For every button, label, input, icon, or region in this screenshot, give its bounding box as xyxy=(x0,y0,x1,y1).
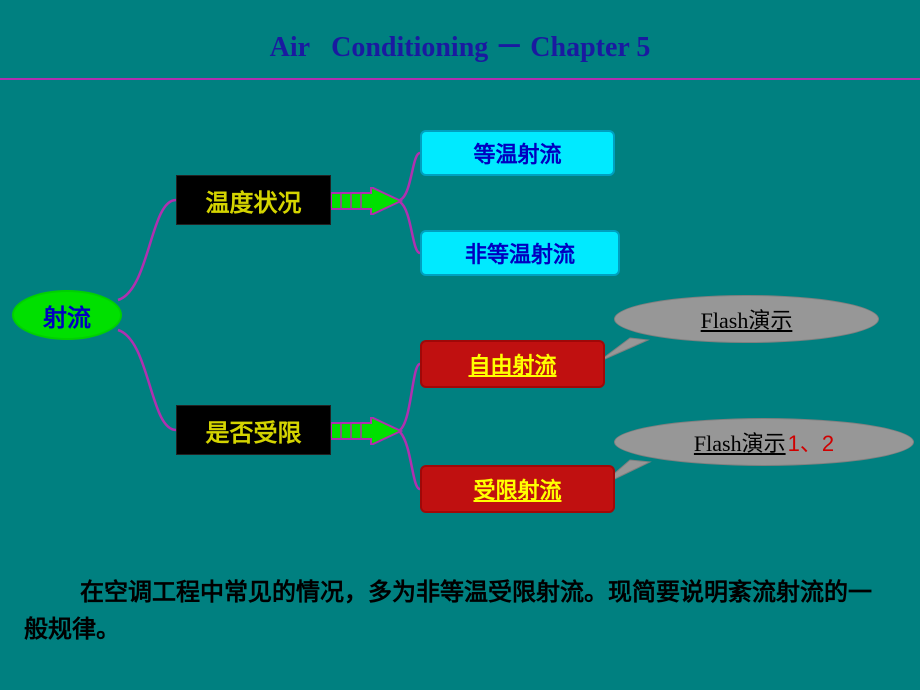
node-confined-jet-label: 受限射流 xyxy=(473,473,561,505)
page-title: Air Conditioning － Chapter 5 xyxy=(270,25,651,65)
callout-flash-2-nums: 1、2 xyxy=(788,426,834,458)
title-dash: － xyxy=(495,31,523,62)
node-isothermal-label: 等温射流 xyxy=(473,137,561,169)
title-bar: Air Conditioning － Chapter 5 xyxy=(0,0,920,80)
arrow-limit xyxy=(331,417,403,445)
title-prefix: Air xyxy=(270,32,310,63)
title-mid: Conditioning xyxy=(331,32,488,63)
node-root: 射流 xyxy=(12,290,122,340)
node-limit: 是否受限 xyxy=(176,405,331,455)
node-nonisothermal-label: 非等温射流 xyxy=(465,237,575,269)
node-limit-label: 是否受限 xyxy=(206,413,302,448)
arrow-temp xyxy=(331,187,403,215)
summary-paragraph: 在空调工程中常见的情况，多为非等温受限射流。现简要说明紊流射流的一般规律。 xyxy=(24,575,894,649)
callout-flash-2[interactable]: Flash演示 1、2 xyxy=(614,418,914,466)
node-temperature: 温度状况 xyxy=(176,175,331,225)
node-confined-jet[interactable]: 受限射流 xyxy=(420,465,615,513)
divider-line xyxy=(0,78,920,80)
title-suffix: Chapter 5 xyxy=(530,32,650,63)
callout-flash-1[interactable]: Flash演示 xyxy=(614,295,879,343)
summary-text: 在空调工程中常见的情况，多为非等温受限射流。现简要说明紊流射流的一般规律。 xyxy=(24,580,872,643)
node-nonisothermal: 非等温射流 xyxy=(420,230,620,276)
node-temperature-label: 温度状况 xyxy=(206,183,302,218)
node-isothermal: 等温射流 xyxy=(420,130,615,176)
node-root-label: 射流 xyxy=(43,298,91,333)
callout-flash-2-label: Flash演示 xyxy=(694,426,786,458)
node-free-jet-label: 自由射流 xyxy=(468,348,556,380)
node-free-jet[interactable]: 自由射流 xyxy=(420,340,605,388)
callout-flash-1-label: Flash演示 xyxy=(701,303,793,335)
